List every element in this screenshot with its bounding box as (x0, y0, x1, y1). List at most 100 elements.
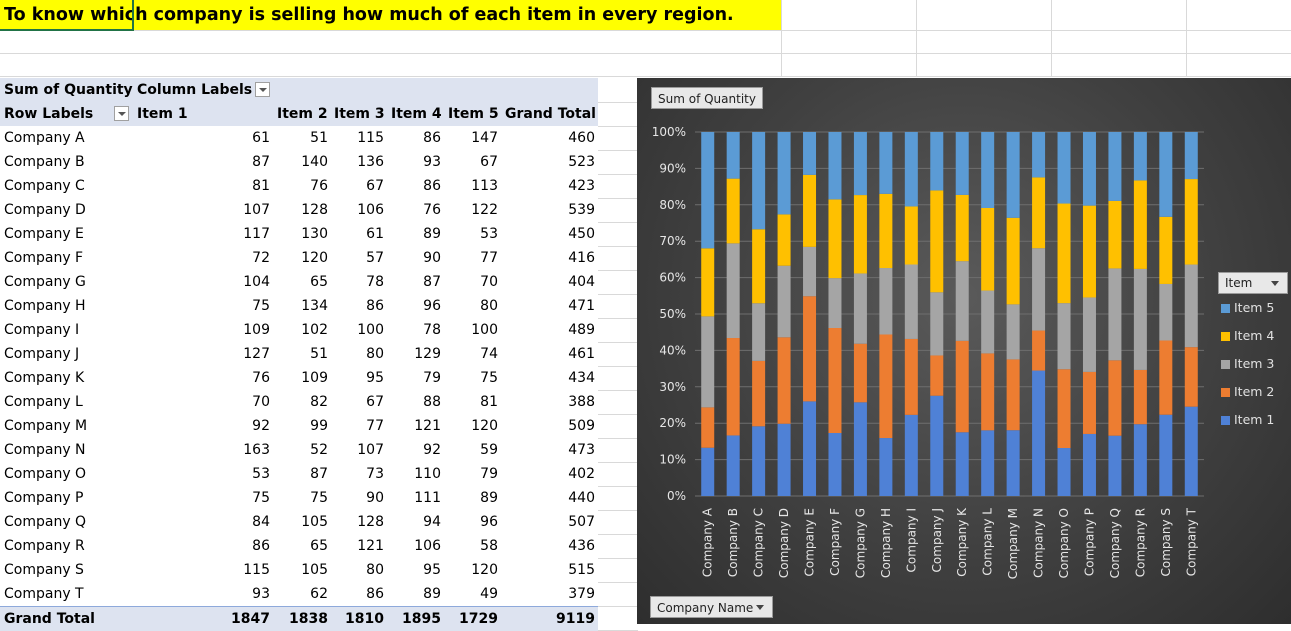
bar-segment[interactable] (1108, 268, 1122, 361)
value-cell[interactable]: 140 (301, 154, 328, 170)
bar-segment[interactable] (803, 246, 817, 297)
value-cell[interactable]: 95 (366, 370, 384, 386)
value-cell[interactable]: 80 (366, 562, 384, 578)
value-cell[interactable]: 73 (366, 466, 384, 482)
value-cell[interactable]: 75 (252, 490, 270, 506)
value-cell[interactable]: 88 (423, 394, 441, 410)
bar-segment[interactable] (1032, 132, 1046, 178)
value-cell[interactable]: 58 (480, 538, 498, 554)
value-cell[interactable]: 89 (423, 226, 441, 242)
legend-item-item-1[interactable]: Item 1 (1218, 406, 1288, 434)
bar-segment[interactable] (752, 132, 766, 230)
value-cell[interactable]: 436 (568, 538, 595, 554)
bar-segment[interactable] (955, 132, 969, 195)
value-cell[interactable]: 87 (423, 274, 441, 290)
bar-segment[interactable] (879, 438, 893, 496)
value-cell[interactable]: 84 (252, 514, 270, 530)
bar-segment[interactable] (701, 316, 715, 408)
bar-segment[interactable] (1159, 132, 1173, 217)
pivot-measure-label[interactable]: Sum of Quantity (4, 82, 133, 98)
bar-segment[interactable] (1057, 303, 1071, 370)
bar-segment[interactable] (726, 178, 740, 244)
bar-segment[interactable] (1006, 359, 1020, 431)
value-cell[interactable]: 117 (243, 226, 270, 242)
bar-segment[interactable] (1159, 216, 1173, 284)
value-cell[interactable]: 416 (568, 250, 595, 266)
value-cell[interactable]: 423 (568, 178, 595, 194)
value-cell[interactable]: 147 (471, 130, 498, 146)
value-cell[interactable]: 94 (423, 514, 441, 530)
value-cell[interactable]: 67 (480, 154, 498, 170)
bar-segment[interactable] (777, 265, 791, 338)
value-cell[interactable]: 402 (568, 466, 595, 482)
value-cell[interactable]: 121 (357, 538, 384, 554)
value-cell[interactable]: 65 (310, 274, 328, 290)
value-cell[interactable]: 92 (252, 418, 270, 434)
bar-segment[interactable] (701, 407, 715, 448)
bar-segment[interactable] (777, 132, 791, 215)
value-cell[interactable]: 110 (414, 466, 441, 482)
value-cell[interactable]: 440 (568, 490, 595, 506)
bar-segment[interactable] (1133, 132, 1147, 181)
value-cell[interactable]: 78 (366, 274, 384, 290)
bar-segment[interactable] (981, 430, 995, 496)
bar-segment[interactable] (803, 132, 817, 175)
bar-segment[interactable] (1006, 430, 1020, 496)
value-cell[interactable]: 95 (423, 562, 441, 578)
value-cell[interactable]: 96 (480, 514, 498, 530)
value-cell[interactable]: 53 (252, 466, 270, 482)
bar-segment[interactable] (879, 268, 893, 335)
row-label[interactable]: Company Q (4, 514, 87, 530)
bar-segment[interactable] (1108, 132, 1122, 201)
value-cell[interactable]: 122 (471, 202, 498, 218)
column-labels-header[interactable]: Column Labels (137, 82, 253, 98)
row-label[interactable]: Company B (4, 154, 85, 170)
bar-segment[interactable] (726, 132, 740, 179)
value-cell[interactable]: 102 (301, 322, 328, 338)
value-cell[interactable]: 127 (243, 346, 270, 362)
bar-segment[interactable] (752, 303, 766, 361)
value-cell[interactable]: 106 (357, 202, 384, 218)
row-label[interactable]: Company K (4, 370, 85, 386)
chart-plot-svg[interactable]: 0% 10% 20% 30% 40% 50% 60% 70% 80% 90% 100% Company… (637, 78, 1291, 624)
value-cell[interactable]: 93 (423, 154, 441, 170)
legend-item-item-2[interactable]: Item 2 (1218, 378, 1288, 406)
bar-segment[interactable] (955, 194, 969, 262)
value-cell[interactable]: 93 (252, 586, 270, 602)
bar-segment[interactable] (904, 132, 918, 207)
value-cell[interactable]: 67 (366, 394, 384, 410)
value-cell[interactable]: 523 (568, 154, 595, 170)
legend-item-item-4[interactable]: Item 4 (1218, 322, 1288, 350)
sheet-title-cell[interactable]: To know which company is selling how muc… (0, 0, 781, 30)
bar-segment[interactable] (1184, 347, 1198, 407)
value-cell[interactable]: 81 (480, 394, 498, 410)
value-cell[interactable]: 460 (568, 130, 595, 146)
column-header-item-5[interactable]: Item 5 (448, 106, 499, 122)
bar-segment[interactable] (955, 261, 969, 341)
value-cell[interactable]: 72 (252, 250, 270, 266)
value-cell[interactable]: 509 (568, 418, 595, 434)
value-cell[interactable]: 76 (423, 202, 441, 218)
value-cell[interactable]: 379 (568, 586, 595, 602)
value-cell[interactable]: 404 (568, 274, 595, 290)
value-cell[interactable]: 461 (568, 346, 595, 362)
value-field-button[interactable]: Sum of Quantity (651, 87, 763, 109)
value-cell[interactable]: 515 (568, 562, 595, 578)
bar-segment[interactable] (828, 433, 842, 496)
grand-total-value[interactable]: 1729 (459, 611, 498, 627)
row-label[interactable]: Company C (4, 178, 85, 194)
bar-segment[interactable] (828, 328, 842, 433)
bar-segment[interactable] (803, 174, 817, 247)
value-cell[interactable]: 52 (310, 442, 328, 458)
bar-segment[interactable] (1057, 448, 1071, 496)
bar-segment[interactable] (1159, 340, 1173, 415)
bar-segment[interactable] (981, 207, 995, 291)
value-cell[interactable]: 99 (310, 418, 328, 434)
value-cell[interactable]: 86 (366, 298, 384, 314)
value-cell[interactable]: 130 (301, 226, 328, 242)
value-cell[interactable]: 87 (310, 466, 328, 482)
value-cell[interactable]: 59 (480, 442, 498, 458)
value-cell[interactable]: 86 (423, 178, 441, 194)
value-cell[interactable]: 86 (423, 130, 441, 146)
value-cell[interactable]: 100 (471, 322, 498, 338)
